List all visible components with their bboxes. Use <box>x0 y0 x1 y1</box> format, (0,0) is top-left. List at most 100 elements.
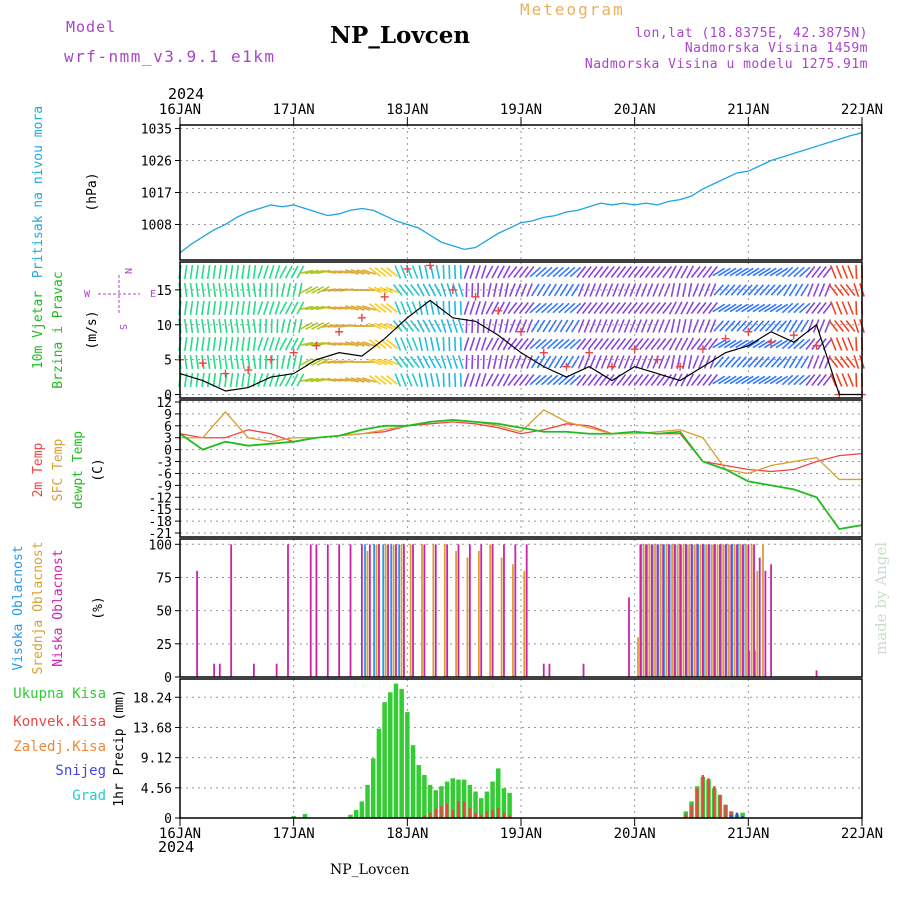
wind-barb <box>356 341 371 347</box>
wind-barb <box>424 264 429 280</box>
wind-barb <box>235 372 240 388</box>
wind-barb <box>763 339 777 349</box>
total-rain-bar <box>456 779 461 818</box>
wind-barb <box>599 337 610 351</box>
wind-barb <box>769 303 783 313</box>
wind-barb <box>440 283 447 297</box>
wind-barb <box>593 373 604 387</box>
wind-barb <box>805 301 816 315</box>
wind-barb <box>565 283 575 297</box>
wind-barb <box>247 264 251 280</box>
total-rain-bar <box>399 688 404 818</box>
gust-marker <box>517 327 525 336</box>
wind-barb <box>635 283 642 297</box>
wind-barb <box>696 301 707 315</box>
cloud-bar <box>750 544 753 677</box>
wind-barb <box>195 372 199 388</box>
wind-barb <box>616 373 627 387</box>
wind-barb <box>428 355 437 369</box>
wind-barb <box>775 303 789 313</box>
wind-barb <box>835 337 843 351</box>
x-tick-label-bottom: 20JAN <box>614 826 656 842</box>
wind-barb <box>600 355 608 369</box>
wind-barb <box>662 301 673 315</box>
wind-barb <box>593 301 604 315</box>
wind-barb <box>589 319 597 333</box>
wind-barb <box>452 319 459 333</box>
wind-barb <box>541 302 553 314</box>
wind-barb <box>692 319 700 333</box>
compass-e: E <box>150 289 156 300</box>
wind-barb <box>496 373 505 387</box>
wind-barb <box>652 319 660 333</box>
cloud-bar <box>423 544 426 677</box>
cloud-bar <box>673 544 676 677</box>
wind-barb <box>433 319 442 333</box>
cloud-bar <box>659 544 662 677</box>
cloud-bar <box>384 544 387 677</box>
wind-barb <box>552 374 564 386</box>
wind-barb <box>373 358 388 366</box>
conv-rain-bar <box>485 811 489 818</box>
wind-barb <box>686 265 695 279</box>
wind-barb <box>485 301 494 315</box>
wind-barb <box>595 319 602 333</box>
wind-barb <box>639 301 650 315</box>
wind-barb <box>546 338 559 350</box>
station-title: NP_Lovcen <box>330 22 471 49</box>
cloud-bar <box>512 564 514 677</box>
cloud-bar <box>713 544 716 677</box>
temp-unit: (C) <box>91 458 106 481</box>
cloud-bar <box>503 544 505 677</box>
wind-barb <box>201 282 205 298</box>
conv-rain-bar <box>445 803 449 818</box>
wind-barb <box>690 373 701 387</box>
wind-barb <box>617 355 625 369</box>
wind-barb <box>292 354 297 370</box>
wind-barb <box>709 283 717 297</box>
wind-barb <box>405 373 413 387</box>
wind-barb <box>362 377 377 383</box>
wind-barb <box>509 319 516 333</box>
wind-barb <box>604 337 615 351</box>
wind-barb <box>633 373 644 387</box>
wind-barb <box>640 319 648 333</box>
wind-barb <box>435 300 441 316</box>
wind-barb <box>698 283 705 297</box>
wind-barb <box>818 355 826 369</box>
total-rain-bar <box>496 768 501 818</box>
wind-barb <box>576 337 587 351</box>
wind-barb <box>646 319 654 333</box>
wind-barb <box>492 282 498 298</box>
wind-barb <box>469 337 476 351</box>
wind-barb <box>640 283 648 297</box>
wind-barb <box>736 356 747 368</box>
wind-barb <box>374 339 387 349</box>
wind-barb <box>629 355 637 369</box>
wind-barb <box>729 375 743 385</box>
wind-barb <box>535 302 547 314</box>
wind-barb <box>853 319 860 333</box>
wind-barb <box>623 283 631 297</box>
total-rain-bar <box>388 692 393 818</box>
wind-barb <box>719 284 730 296</box>
wind-barb <box>723 339 737 349</box>
wind-barb <box>252 264 257 280</box>
wind-barb <box>645 337 655 351</box>
cloud-bar <box>548 663 551 677</box>
wind-barb <box>252 300 257 316</box>
cloud-bar <box>275 663 278 677</box>
wind-barb <box>410 319 420 333</box>
wind-barb <box>485 373 494 387</box>
wind-barb <box>469 301 476 315</box>
wind-barb <box>752 303 766 313</box>
total-rain-bar <box>393 683 399 818</box>
wind-barb <box>400 373 407 387</box>
wind-barb <box>268 337 275 351</box>
total-rain-bar <box>291 816 296 818</box>
wind-barb <box>410 355 420 369</box>
wind-barb <box>212 264 217 280</box>
wind-barb <box>491 373 500 387</box>
wind-barb <box>284 373 293 387</box>
